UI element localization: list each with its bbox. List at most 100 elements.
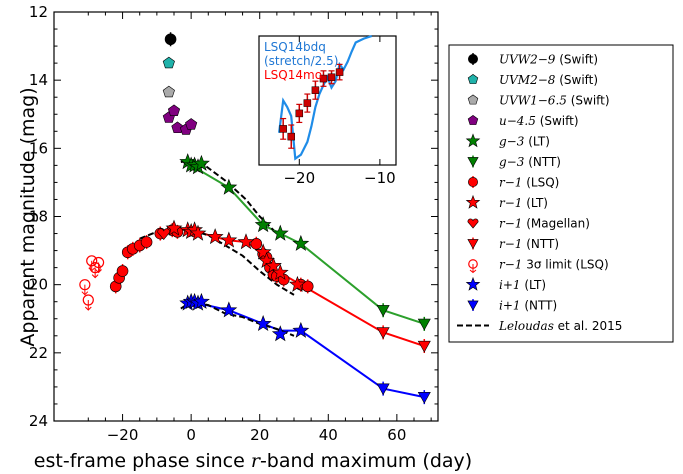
data-point: [220, 178, 238, 195]
data-point: [171, 121, 184, 134]
inset-point: [279, 125, 287, 133]
data-point: [289, 275, 306, 292]
data-point: [271, 224, 289, 241]
legend-label-source: (Swift): [555, 73, 598, 87]
legend-label-source: (LSQ): [522, 176, 559, 190]
inset-point: [319, 74, 328, 83]
data-point: [254, 216, 272, 233]
legend-marker: [465, 133, 481, 148]
data-point: [265, 257, 282, 274]
legend-label: u−4.5 (Swift): [499, 114, 579, 128]
data-point: [220, 231, 238, 248]
legend-label: r−1 (LT): [499, 196, 548, 210]
inset-label: (stretch/2.5): [264, 54, 338, 68]
legend-label-source: (Swift): [536, 114, 579, 128]
data-point: [271, 263, 289, 280]
legend-label-band: i+1: [499, 278, 521, 292]
inset-point: [327, 73, 336, 82]
data-point: [254, 243, 272, 260]
legend-marker: [467, 239, 479, 250]
legend-label-band: i+1: [499, 299, 521, 313]
legend-label-source: (LT): [524, 135, 550, 149]
legend-label-source: (Swift): [567, 94, 610, 108]
x-tick-label: −20: [107, 426, 139, 444]
legend-label: r−1 3σ limit (LSQ): [499, 258, 609, 272]
legend-marker: [467, 300, 479, 311]
data-point: [292, 234, 310, 251]
legend-label: i+1 (LT): [499, 278, 546, 292]
legend-label-source: et al. 2015: [554, 319, 623, 333]
data-point: [193, 154, 210, 171]
inset-label: LSQ14bdq: [264, 40, 326, 54]
inset-border: [258, 35, 397, 166]
y-axis-label: Apparent magnitude (mag): [17, 87, 39, 346]
data-point: [376, 383, 390, 396]
data-point: [376, 305, 390, 317]
legend-label-band: UVW1−6.5: [499, 94, 567, 108]
data-point-arrowhead: [84, 306, 92, 311]
data-point: [162, 85, 175, 98]
legend-marker: [467, 94, 479, 105]
data-point: [250, 237, 263, 250]
legend-label-source: 3σ limit (LSQ): [522, 258, 608, 272]
inset-panel: −20 −10 LSQ14bdq(stretch/2.5)LSQ14mo: [258, 34, 397, 187]
x-axis-label-italic: r: [251, 450, 262, 472]
legend-marker: [468, 177, 478, 187]
x-tick-label: 60: [387, 426, 406, 444]
data-point: [237, 233, 255, 250]
data-point: [206, 228, 224, 245]
legend-label-band: r−1: [499, 237, 522, 251]
legend-label-source: (NTT): [522, 237, 559, 251]
data-markers: [79, 32, 431, 405]
data-point: [417, 392, 431, 404]
legend-marker: [468, 54, 478, 64]
data-point: [376, 327, 390, 340]
data-point: [220, 301, 238, 318]
legend-label: r−1 (LSQ): [499, 176, 559, 190]
data-point: [271, 325, 289, 342]
inset-x-tick-label: −20: [283, 169, 315, 187]
legend-marker: [465, 276, 481, 291]
legend-label: g−3 (LT): [499, 135, 550, 149]
x-tick-label: 40: [319, 426, 338, 444]
legend-marker: [465, 194, 481, 209]
y-tick-label: 20: [29, 276, 48, 294]
fit-line: [190, 300, 425, 399]
y-tick-label: 16: [29, 139, 48, 157]
inset-label: LSQ14mo: [264, 68, 322, 82]
legend-box: [448, 44, 674, 343]
legend-label: g−3 (NTT): [499, 155, 561, 169]
model-dashed-curve: [180, 300, 295, 337]
x-axis-label-part3: -band maximum (day): [260, 450, 472, 472]
legend-label-band: r−1: [499, 217, 522, 231]
legend-marker: [467, 74, 479, 84]
data-point: [301, 280, 314, 293]
inset-point: [295, 109, 304, 118]
data-point: [162, 56, 175, 69]
legend-marker: [467, 218, 479, 229]
legend-label: UVW1−6.5 (Swift): [499, 94, 610, 108]
legend-label-source: (Magellan): [522, 217, 590, 231]
y-tick-label: 14: [29, 71, 48, 89]
legend-label-band: u−4.5: [499, 114, 536, 128]
data-point: [292, 321, 310, 338]
x-axis-label: est-frame phase since r-band maximum (da…: [34, 450, 472, 472]
axis-ticks: −20 0 20 40 60 12 14 16 18 20 22 24: [29, 3, 438, 444]
legend-marker: [467, 115, 479, 125]
legend-label: Leloudas et al. 2015: [498, 319, 622, 333]
legend-label: r−1 (Magellan): [499, 217, 590, 231]
legend-label-source: (NTT): [521, 299, 558, 313]
legend-label-band: g−3: [499, 135, 525, 149]
data-point: [140, 236, 153, 248]
legend-label-source: (LT): [522, 196, 548, 210]
data-point: [189, 224, 207, 241]
model-curves: [139, 159, 295, 337]
data-point: [185, 118, 198, 130]
x-tick-label: 20: [250, 426, 269, 444]
legend: UVW2−9 (Swift)UVM2−8 (Swift)UVW1−6.5 (Sw…: [448, 44, 674, 343]
legend-marker-arrowhead: [469, 269, 477, 274]
data-point-arrowhead: [81, 291, 89, 296]
y-tick-label: 12: [29, 3, 48, 21]
legend-label: UVM2−8 (Swift): [499, 73, 598, 87]
